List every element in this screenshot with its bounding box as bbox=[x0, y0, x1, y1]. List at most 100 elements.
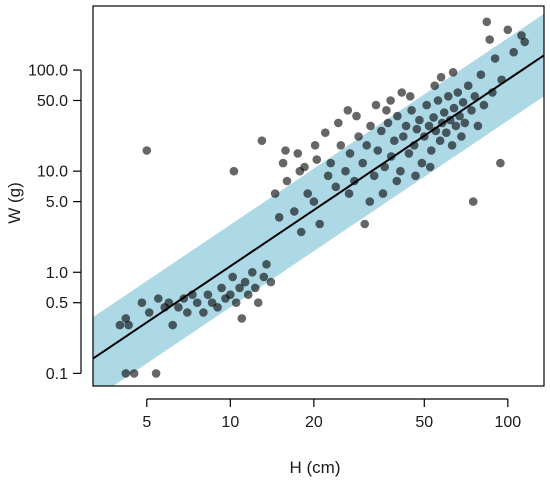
data-point bbox=[467, 106, 476, 115]
data-point bbox=[362, 141, 372, 150]
y-tick-label: 50.0 bbox=[37, 93, 68, 110]
data-point bbox=[144, 308, 154, 317]
data-point bbox=[490, 54, 500, 63]
data-point bbox=[435, 136, 445, 145]
data-point bbox=[444, 92, 453, 101]
data-point bbox=[460, 118, 470, 128]
data-point bbox=[228, 272, 237, 282]
data-point bbox=[203, 290, 213, 300]
data-point bbox=[142, 146, 152, 155]
data-point bbox=[310, 141, 320, 150]
data-point bbox=[259, 272, 269, 282]
data-point bbox=[476, 70, 486, 79]
data-point bbox=[229, 166, 239, 176]
data-point bbox=[274, 213, 284, 222]
data-point bbox=[417, 158, 427, 168]
data-point bbox=[433, 96, 443, 105]
data-point bbox=[312, 155, 322, 164]
x-axis: 5 10 20 50 100 bbox=[142, 398, 521, 431]
data-point bbox=[520, 37, 529, 47]
data-point bbox=[425, 162, 435, 172]
data-point bbox=[392, 176, 402, 186]
y-tick-label: 10.0 bbox=[37, 164, 68, 181]
x-tick-label: 10 bbox=[221, 414, 239, 431]
data-point bbox=[341, 166, 350, 176]
data-point bbox=[266, 277, 276, 287]
data-point bbox=[354, 132, 363, 141]
data-point bbox=[485, 35, 495, 44]
data-point bbox=[343, 106, 353, 115]
data-point bbox=[137, 298, 147, 308]
regression-line bbox=[93, 54, 544, 360]
data-point bbox=[365, 197, 375, 206]
data-point bbox=[436, 72, 446, 82]
data-point bbox=[115, 320, 125, 330]
data-point bbox=[278, 158, 288, 168]
data-point bbox=[344, 189, 354, 198]
data-point bbox=[164, 298, 174, 308]
data-point bbox=[281, 146, 290, 155]
data-point bbox=[251, 283, 260, 293]
plot-area bbox=[92, 5, 545, 387]
data-point bbox=[482, 17, 492, 27]
data-point bbox=[352, 111, 361, 121]
data-point bbox=[243, 290, 253, 300]
data-point bbox=[183, 308, 192, 317]
data-point bbox=[397, 88, 407, 97]
y-axis-label: W (g) bbox=[5, 182, 24, 224]
data-point bbox=[422, 100, 432, 110]
x-axis-label: H (cm) bbox=[290, 458, 341, 477]
data-point bbox=[470, 92, 480, 101]
data-point bbox=[293, 149, 303, 158]
data-point bbox=[468, 197, 478, 206]
data-point bbox=[226, 290, 235, 300]
data-point bbox=[326, 158, 336, 168]
data-point bbox=[496, 158, 505, 168]
data-point bbox=[270, 189, 280, 198]
data-point bbox=[174, 303, 183, 312]
data-point bbox=[345, 149, 355, 158]
data-point bbox=[386, 96, 395, 105]
y-tick-label: 100.0 bbox=[28, 63, 68, 80]
data-point bbox=[439, 108, 449, 117]
data-point bbox=[463, 81, 473, 90]
data-point bbox=[360, 219, 370, 229]
data-point bbox=[213, 303, 222, 312]
data-point bbox=[129, 369, 139, 378]
data-point bbox=[217, 283, 226, 293]
data-point bbox=[257, 136, 267, 145]
data-point bbox=[405, 92, 415, 101]
y-axis: 0.1 0.5 1.0 5.0 10.0 50.0 100.0 bbox=[28, 63, 82, 383]
data-point bbox=[378, 189, 388, 198]
data-point bbox=[151, 369, 161, 378]
data-point bbox=[427, 146, 436, 155]
data-point bbox=[315, 219, 325, 229]
data-point bbox=[447, 141, 457, 150]
data-point bbox=[309, 197, 319, 206]
data-point bbox=[424, 121, 434, 131]
data-point bbox=[430, 81, 440, 90]
x-tick-label: 50 bbox=[415, 414, 433, 431]
data-point bbox=[396, 166, 405, 176]
data-point bbox=[382, 106, 391, 115]
data-point bbox=[231, 298, 241, 308]
y-tick-label: 0.1 bbox=[46, 366, 68, 383]
data-point bbox=[331, 182, 341, 192]
data-point bbox=[509, 47, 518, 57]
data-point bbox=[366, 121, 375, 131]
data-point bbox=[192, 298, 202, 308]
x-tick-label: 5 bbox=[142, 414, 151, 431]
data-point bbox=[377, 126, 386, 136]
data-point bbox=[399, 132, 408, 141]
data-point bbox=[473, 121, 483, 131]
data-point bbox=[303, 189, 313, 198]
data-point bbox=[121, 314, 131, 323]
plot-frame bbox=[92, 5, 545, 387]
x-tick-label: 100 bbox=[494, 414, 521, 431]
data-point bbox=[199, 308, 208, 317]
data-point bbox=[371, 100, 381, 110]
data-point bbox=[369, 171, 379, 181]
data-point bbox=[411, 171, 420, 181]
data-point bbox=[253, 298, 263, 308]
